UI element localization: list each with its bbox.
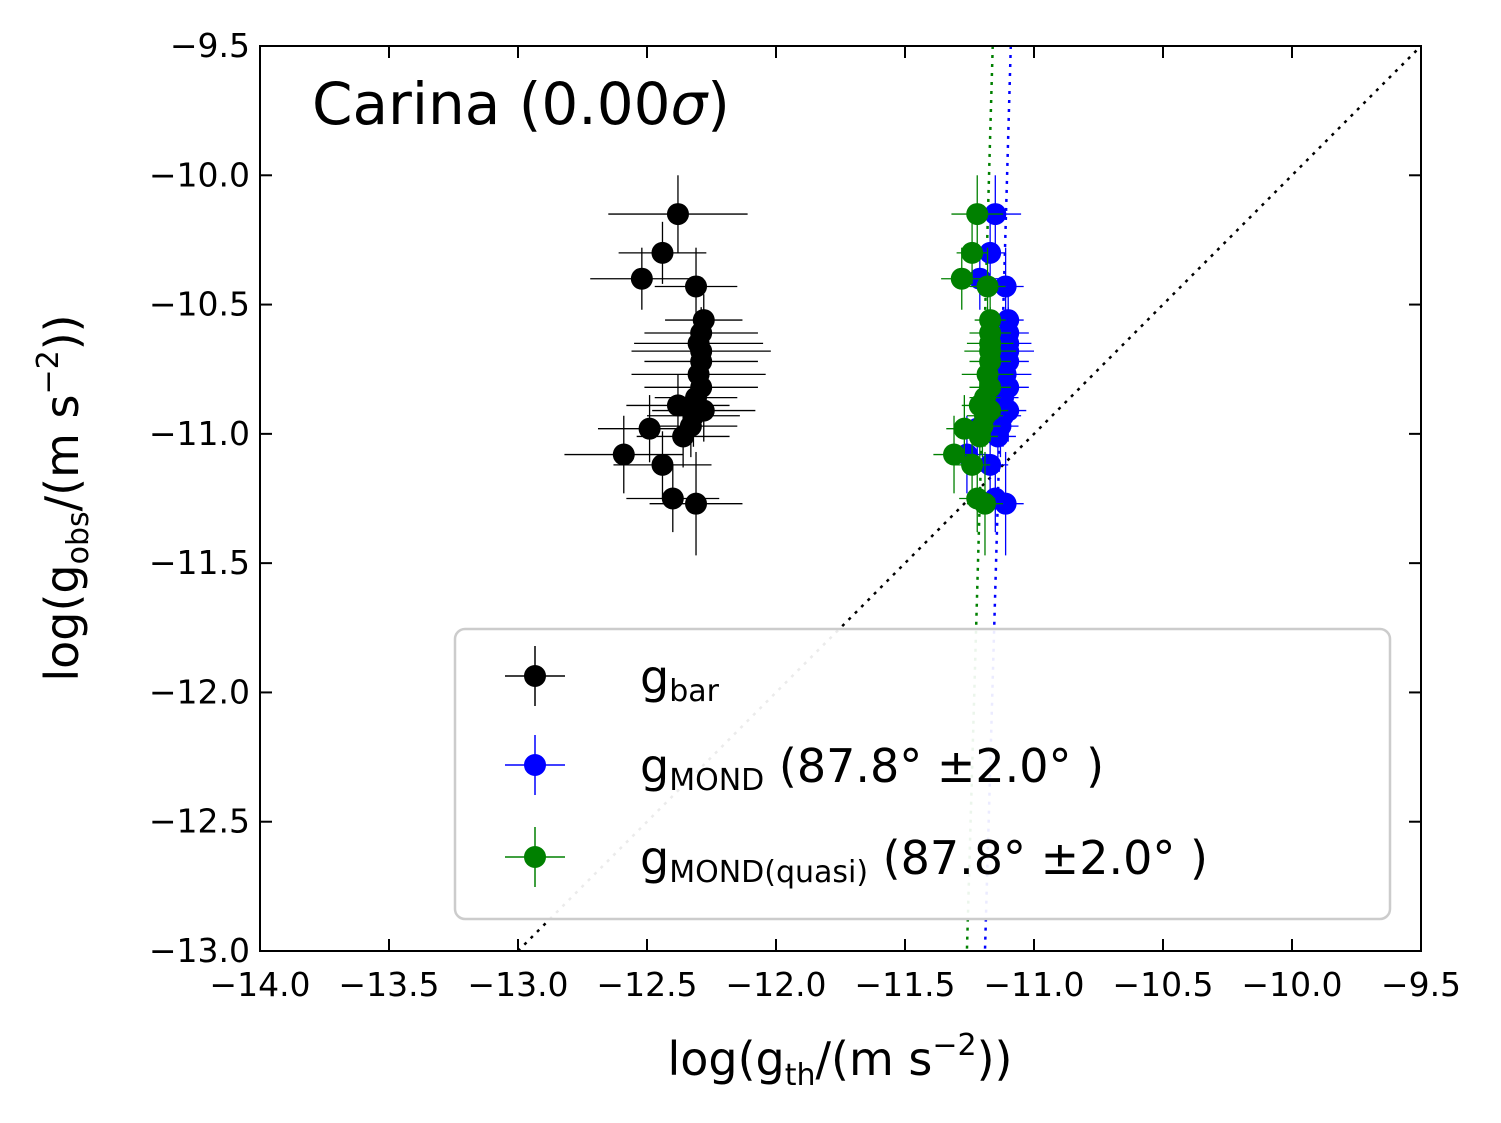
data-point [564,415,684,494]
data-marker [638,417,661,440]
data-marker [994,492,1017,515]
legend-marker [524,754,546,776]
data-point [608,175,748,253]
x-tick-label: −10.5 [1112,965,1213,1004]
axes-frame [259,45,1422,952]
legend-entry-gbar: gbar [505,646,720,709]
data-point [974,221,1006,284]
data-marker [661,487,684,510]
data-marker [685,275,708,298]
y-axis-label-sub: obs [61,511,96,564]
data-point [966,451,1004,556]
data-marker [651,453,674,476]
data-layer [564,175,1034,556]
chart-title-value: 0.00 [541,70,670,138]
data-marker [651,241,674,264]
data-point [590,247,694,310]
data-marker [953,417,976,440]
legend-entry-gmond: gMOND (87.8° ±2.0° ) [505,735,1104,798]
x-axis-label: log(gth/(m s−2)) [667,1028,1012,1093]
y-tick-label: −10.5 [149,285,250,324]
x-axis-label-post: )) [977,1032,1013,1086]
legend: gbar gMOND (87.8° ±2.0° ) gMOND(quasi) (… [453,627,1392,921]
data-marker [672,425,695,448]
legend-label-sub: MOND [669,763,764,798]
data-marker [979,241,1002,264]
x-tick-label: −13.0 [467,965,568,1004]
legend-label-sub: bar [669,674,719,709]
x-tick-label: −12.0 [725,965,826,1004]
chart-title-suffix: ) [707,70,730,138]
y-axis-label-post: )) [35,314,89,350]
data-point [649,451,743,556]
series-g-bar [564,175,771,556]
data-marker [666,203,689,226]
x-tick-label: −9.5 [1381,965,1461,1004]
chart-title-sigma: σ [671,70,710,138]
axis-ticks: −14.0 −13.5 −13.0 −12.5 −12.0 −11.5 −11.0 −10.5… [149,26,1461,1004]
data-marker [961,241,984,264]
y-tick-label: −12.0 [149,672,250,711]
chart-title-prefix: Carina ( [312,70,541,138]
x-axis-label-sup: −2 [932,1028,976,1063]
data-marker [973,492,996,515]
data-marker [976,275,999,298]
y-axis-label-pre: log(g [35,564,89,681]
y-tick-label: −13.0 [149,931,250,970]
y-axis-label: log(gobs/(m s−2)) [31,314,96,681]
x-tick-label: −11.5 [854,965,955,1004]
y-tick-label: −12.5 [149,802,250,841]
y-tick-label: −10.0 [149,155,250,194]
data-point [933,415,975,494]
y-axis-label-sup: −2 [31,350,66,394]
legend-label-gmond-quasi: gMOND(quasi) (87.8° ±2.0° ) [640,831,1208,890]
legend-label-sub: MOND(quasi) [669,855,868,890]
x-tick-label: −10.0 [1241,965,1342,1004]
legend-marker [524,846,546,868]
data-marker [943,443,966,466]
data-point [951,175,1004,253]
legend-label-extra: (87.8° ±2.0° ) [868,831,1208,885]
data-point [987,451,1024,556]
legend-label-main: g [640,831,669,885]
y-tick-label: −9.5 [170,26,250,65]
data-point [618,221,707,284]
x-tick-label: −13.5 [338,965,439,1004]
series-g-mond-quasi- [933,175,1016,556]
legend-label-main: g [640,650,669,704]
y-tick-label: −11.0 [149,414,250,453]
y-tick-label: −11.5 [149,543,250,582]
legend-label-gmond: gMOND (87.8° ±2.0° ) [640,739,1104,798]
legend-box [453,627,1392,921]
data-marker [685,492,708,515]
data-marker [966,203,989,226]
legend-label-gbar: gbar [640,650,720,709]
x-tick-label: −11.0 [983,965,1084,1004]
data-marker [612,443,635,466]
x-axis-label-pre: log(g [667,1032,784,1086]
legend-label-main: g [640,739,669,793]
x-tick-label: −12.5 [596,965,697,1004]
legend-entry-gmond-quasi: gMOND(quasi) (87.8° ±2.0° ) [505,827,1208,890]
legend-label-extra: (87.8° ±2.0° ) [764,739,1104,793]
chart-title: Carina (0.00σ) [312,70,730,138]
data-marker [950,267,973,290]
x-axis-label-sub: th [785,1058,816,1093]
legend-marker [524,665,546,687]
y-axis-label-mid: /(m s [35,394,89,511]
data-point [597,395,702,463]
x-tick-label: −14.0 [209,965,310,1004]
data-point [613,431,712,499]
x-axis-label-mid: /(m s [816,1032,933,1086]
data-point [941,247,983,310]
data-marker [630,267,653,290]
data-marker [961,453,984,476]
data-point [636,405,730,468]
